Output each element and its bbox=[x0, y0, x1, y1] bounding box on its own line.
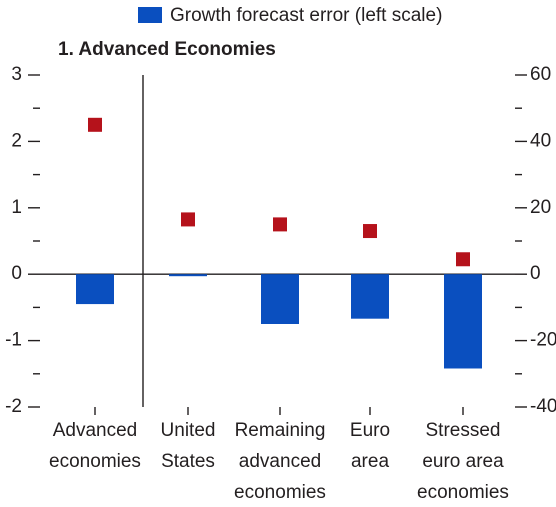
x-tick-label: Advanced economies bbox=[49, 420, 141, 472]
bar bbox=[444, 274, 482, 369]
x-tick-label: United States bbox=[161, 420, 216, 472]
x-tick-label: Stressed euro area economies bbox=[417, 420, 509, 503]
legend-label: Growth forecast error (left scale) bbox=[170, 5, 442, 26]
bar bbox=[169, 274, 207, 277]
y2-tick-label: -20 bbox=[530, 330, 556, 351]
y2-tick-label: -40 bbox=[530, 396, 556, 417]
marker bbox=[456, 252, 470, 267]
y2-tick-label: 40 bbox=[530, 130, 551, 151]
y-tick-label: -2 bbox=[5, 396, 22, 417]
y-tick-label: 2 bbox=[11, 130, 22, 151]
y2-tick-label: 60 bbox=[530, 64, 551, 85]
marker bbox=[88, 117, 102, 132]
y2-tick-label: 20 bbox=[530, 197, 551, 218]
marker bbox=[363, 224, 377, 239]
marker bbox=[273, 217, 287, 232]
y-tick-label: 0 bbox=[11, 263, 22, 284]
x-tick-label: Euro area bbox=[350, 420, 390, 472]
y-tick-label: 3 bbox=[11, 64, 22, 85]
chart-title: 1. Advanced Economies bbox=[58, 39, 276, 60]
marker bbox=[181, 212, 195, 227]
bar bbox=[76, 274, 114, 305]
y-tick-label: 1 bbox=[11, 197, 22, 218]
x-tick-label: Remaining advanced economies bbox=[234, 420, 326, 503]
y-tick-label: -1 bbox=[5, 330, 22, 351]
y2-tick-label: 0 bbox=[530, 263, 541, 284]
legend-swatch bbox=[138, 7, 162, 23]
bar bbox=[261, 274, 299, 324]
bar bbox=[351, 274, 389, 319]
